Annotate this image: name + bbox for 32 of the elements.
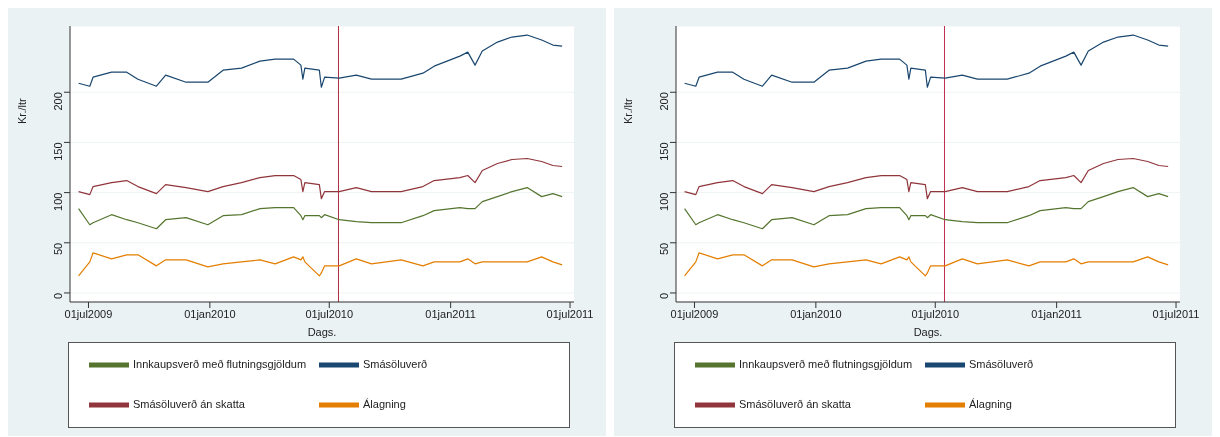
x-tick-label: 01jan2011 (425, 307, 476, 320)
x-tick-label: 01jul2009 (64, 307, 113, 320)
legend-label: Álagning (969, 397, 1012, 410)
y-axis-title: Kr./ltr (621, 97, 634, 124)
x-tick-label: 01jul2009 (670, 307, 719, 320)
y-tick-label: 50 (51, 242, 64, 256)
x-axis-title: Dags. (307, 326, 337, 338)
legend-label: Innkaupsverð með flutningsgjöldum (739, 357, 913, 370)
legend-label: Innkaupsverð með flutningsgjöldum (133, 357, 307, 370)
x-tick-label: 01jul2011 (546, 307, 594, 320)
x-tick-label: 01jan2010 (790, 307, 842, 320)
y-tick-label: 150 (51, 142, 64, 161)
y-tick-label: 100 (657, 192, 670, 211)
y-tick-label: 0 (51, 292, 64, 300)
x-tick-label: 01jul2010 (911, 307, 960, 320)
y-tick-label: 50 (657, 242, 670, 256)
y-tick-label: 150 (657, 142, 670, 161)
x-tick-label: 01jul2011 (1152, 307, 1200, 320)
x-tick-label: 01jan2010 (184, 307, 236, 320)
legend-label: Álagning (363, 397, 406, 410)
y-axis-title: Kr./ltr (15, 97, 28, 124)
y-tick-label: 0 (657, 292, 670, 300)
y-tick-label: 200 (657, 92, 670, 111)
x-tick-label: 01jul2010 (305, 307, 354, 320)
x-tick-label: 01jan2011 (1031, 307, 1082, 320)
legend-label: Smásöluverð (363, 357, 428, 370)
x-axis-title: Dags. (913, 326, 943, 338)
legend-label: Smásöluverð án skatta (739, 397, 851, 410)
legend-label: Smásöluverð án skatta (133, 397, 245, 410)
y-tick-label: 200 (51, 92, 64, 111)
y-tick-label: 100 (51, 192, 64, 211)
legend-label: Smásöluverð (969, 357, 1034, 370)
